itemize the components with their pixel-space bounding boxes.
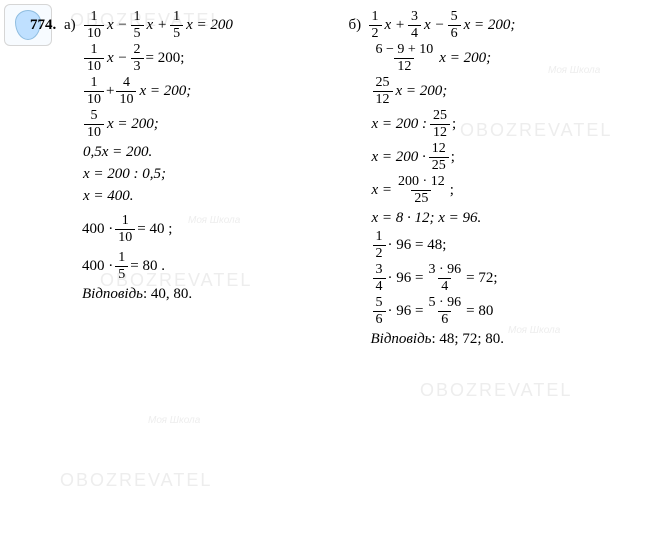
row-a4: 510 x = 200; [30,109,319,140]
row-a1: 774. а) 110 x − 15 x + 15 x = 200 [30,10,319,41]
fraction: 110 [84,76,104,107]
row-b1: б) 12 x + 34 x − 56 x = 200; [349,10,638,41]
fraction: 6 − 9 + 1012 [373,43,437,74]
answer-value: : 40, 80. [143,286,192,303]
fraction: 110 [115,214,135,245]
row-a9: 400 · 15 = 80 . [30,251,319,282]
part-a-label: а) [64,17,82,34]
column-a: 774. а) 110 x − 15 x + 15 x = 200 110 x … [30,8,319,351]
fraction: 34 [408,10,421,41]
answer-value: : 48; 72; 80. [432,331,505,348]
row-b4: x = 200 : 2512 ; [349,109,638,140]
row-b-answer: Відповідь : 48; 72; 80. [349,329,638,349]
text: 400 · [82,258,113,275]
row-b9: 34 · 96 = 3 · 964 = 72; [349,263,638,294]
row-a5: 0,5x = 200. [30,142,319,162]
text: = 200; [146,50,185,67]
fraction: 1225 [429,142,449,173]
problem-number: 774. [30,17,64,34]
text: x − [423,17,446,34]
part-b-label: б) [349,17,367,34]
fraction: 56 [448,10,461,41]
text: + [106,83,114,100]
text: x + [146,17,169,34]
column-b: б) 12 x + 34 x − 56 x = 200; 6 − 9 + 101… [349,8,638,351]
row-b7: x = 8 · 12; x = 96. [349,208,638,228]
fraction: 2512 [430,109,450,140]
row-a3: 110 + 410 x = 200; [30,76,319,107]
text: x + [384,17,407,34]
text: = 72; [466,270,497,287]
row-a7: x = 400. [30,186,319,206]
row-b5: x = 200 · 1225 ; [349,142,638,173]
fraction: 3 · 964 [425,263,464,294]
fraction: 15 [131,10,144,41]
fraction: 15 [115,251,128,282]
text: = 40 ; [137,221,172,238]
row-a-answer: Відповідь : 40, 80. [30,284,319,304]
text: x = 200; [395,83,449,100]
fraction: 23 [131,43,144,74]
answer-label: Відповідь [371,331,432,348]
text: · 96 = 48; [388,237,447,254]
text: 400 · [82,221,113,238]
fraction: 12 [369,10,382,41]
row-a6: x = 200 : 0,5; [30,164,319,184]
fraction: 56 [373,296,386,327]
text: x = 200; [463,17,517,34]
text: x = 200 : [371,116,429,133]
row-b3: 2512 x = 200; [349,76,638,107]
fraction: 110 [84,10,104,41]
fraction: 2512 [373,76,393,107]
text: · 96 = [388,270,424,287]
row-b10: 56 · 96 = 5 · 966 = 80 [349,296,638,327]
row-a2: 110 x − 23 = 200; [30,43,319,74]
watermark-brand: Моя Школа [148,415,200,426]
text: x = 200 [185,17,234,34]
watermark-text: OBOZREVATEL [60,470,212,491]
text: ; [452,116,456,133]
text: x = 200 · [371,149,427,166]
text: ; [450,182,454,199]
text: x − [106,50,129,67]
content: 774. а) 110 x − 15 x + 15 x = 200 110 x … [0,0,647,361]
fraction: 510 [84,109,104,140]
row-b6: x = 200 · 1225 ; [349,175,638,206]
text: x − [106,17,129,34]
text: x = 200; [438,50,492,67]
text: x = 200; [138,83,192,100]
text: = 80 . [130,258,165,275]
text: ; [451,149,455,166]
fraction: 200 · 1225 [395,175,448,206]
fraction: 5 · 966 [425,296,464,327]
fraction: 410 [116,76,136,107]
fraction: 110 [84,43,104,74]
text: x = 200; [106,116,160,133]
row-b2: 6 − 9 + 1012 x = 200; [349,43,638,74]
watermark-text: OBOZREVATEL [420,380,572,401]
row-b8: 12 · 96 = 48; [349,230,638,261]
fraction: 12 [373,230,386,261]
row-a8: 400 · 110 = 40 ; [30,214,319,245]
fraction: 34 [373,263,386,294]
text: · 96 = [388,303,424,320]
text: x = [371,182,394,199]
text: = 80 [466,303,493,320]
fraction: 15 [170,10,183,41]
answer-label: Відповідь [82,286,143,303]
